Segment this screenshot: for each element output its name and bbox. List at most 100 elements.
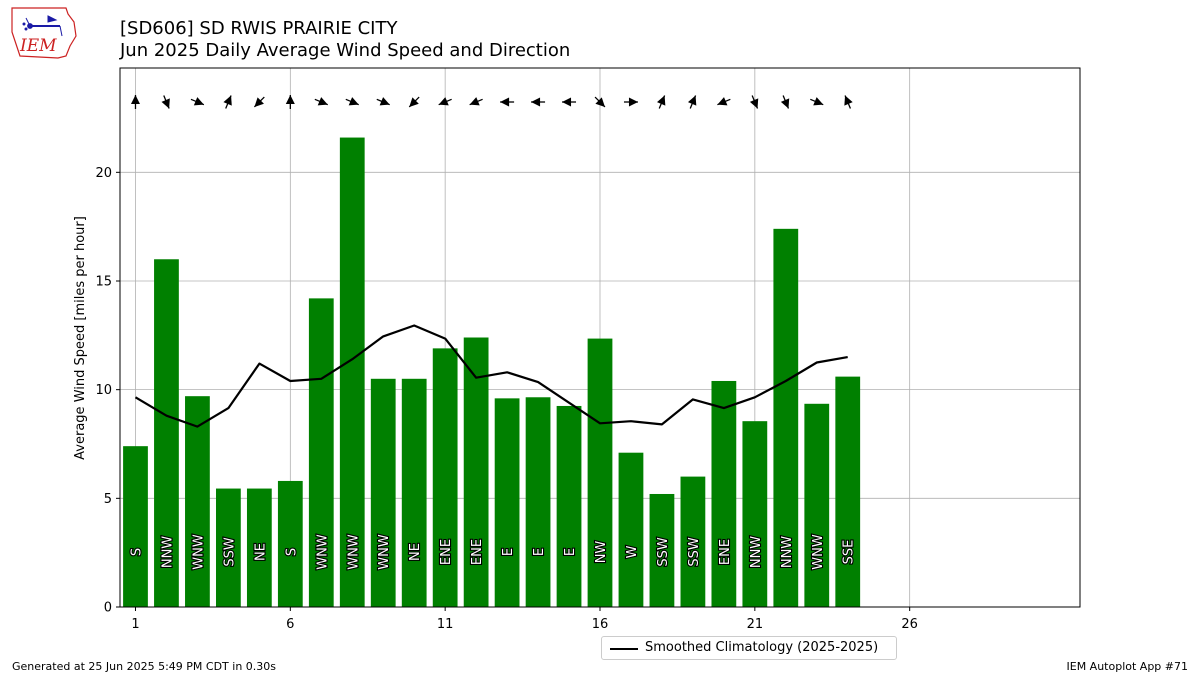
legend-label: Smoothed Climatology (2025-2025) <box>645 640 879 655</box>
y-tick-label: 5 <box>104 492 112 507</box>
chart-title: [SD606] SD RWIS PRAIRIE CITY <box>120 18 398 39</box>
arrow-head <box>285 95 295 104</box>
wind-direction-arrow <box>500 97 515 107</box>
wind-speed-bar <box>742 421 768 607</box>
wind-direction-arrow <box>469 97 483 106</box>
wind-direction-arrow <box>345 97 359 106</box>
arrow-head <box>409 97 419 107</box>
arrow-head <box>813 97 824 106</box>
wind-speed-bar <box>246 488 272 607</box>
logo-weather-station-icon <box>22 15 63 37</box>
wind-speed-bar <box>711 380 737 607</box>
direction-label: SSE <box>842 540 857 565</box>
direction-label: WNW <box>191 534 206 570</box>
wind-direction-arrow <box>223 95 232 109</box>
wind-speed-bar <box>680 476 706 607</box>
direction-label: S <box>129 548 144 556</box>
direction-label: WNW <box>315 534 330 570</box>
x-tick-label: 1 <box>131 617 139 632</box>
x-tick-label: 26 <box>901 617 918 632</box>
wind-speed-bar <box>835 376 861 607</box>
direction-label: SSW <box>687 537 702 567</box>
arrow-head <box>595 97 605 107</box>
arrow-head <box>500 97 510 107</box>
wind-direction-arrow <box>285 95 295 109</box>
wind-speed-bar <box>525 397 551 607</box>
wind-speed-bar <box>649 493 675 607</box>
wind-speed-bar <box>494 398 520 607</box>
wind-direction-arrow <box>438 97 452 106</box>
wind-direction-arrow <box>376 97 390 106</box>
wind-speed-bar <box>308 298 334 607</box>
wind-speed-bar <box>370 378 396 607</box>
arrow-head <box>844 95 853 106</box>
legend: Smoothed Climatology (2025-2025) <box>601 636 897 660</box>
wind-direction-arrow <box>594 96 606 108</box>
arrow-head <box>348 97 359 106</box>
wind-speed-bar <box>587 338 613 607</box>
direction-label: WNW <box>346 534 361 570</box>
wind-direction-arrow <box>780 95 790 109</box>
x-tick-label: 21 <box>747 617 764 632</box>
direction-label: S <box>284 548 299 556</box>
wind-speed-bar <box>401 378 427 607</box>
direction-label: E <box>532 548 547 556</box>
wind-speed-bar <box>556 405 582 607</box>
climatology-line-layer <box>134 324 848 428</box>
arrow-head <box>438 97 449 106</box>
arrow-head <box>717 97 728 106</box>
direction-label: WNW <box>811 534 826 570</box>
wind-direction-arrow <box>687 95 697 109</box>
arrow-head <box>628 97 638 107</box>
direction-label: ENE <box>439 539 454 565</box>
wind-speed-bar <box>216 488 241 607</box>
wind-direction-arrow <box>657 95 666 109</box>
direction-label: E <box>501 548 516 556</box>
wind-direction-arrow <box>531 97 546 107</box>
direction-label: NW <box>594 541 609 564</box>
logo-state-outline-icon <box>11 7 77 59</box>
wind-speed-bar <box>154 259 179 607</box>
direction-label: NNW <box>780 536 795 568</box>
wind-direction-arrow <box>130 95 140 109</box>
wind-direction-arrow <box>190 97 205 106</box>
direction-label: NE <box>408 543 423 561</box>
logo-text: IEM <box>19 36 57 56</box>
chart-subtitle: Jun 2025 Daily Average Wind Speed and Di… <box>120 40 571 61</box>
arrow-head <box>469 97 480 106</box>
wind-direction-arrow <box>253 96 265 108</box>
arrow-head <box>161 98 170 109</box>
wind-direction-arrow <box>623 97 638 107</box>
footer-generated: Generated at 25 Jun 2025 5:49 PM CDT in … <box>12 660 277 673</box>
y-tick-label: 20 <box>95 166 112 181</box>
wind-speed-bar <box>432 348 458 607</box>
wind-speed-bar <box>185 396 210 607</box>
arrow-head <box>317 97 328 106</box>
direction-label: ENE <box>470 539 485 565</box>
y-tick-label: 0 <box>104 601 112 616</box>
direction-label: W <box>625 545 640 558</box>
y-axis-label: Average Wind Speed [miles per hour] <box>73 216 88 460</box>
x-tick-label: 11 <box>437 617 454 632</box>
y-tick-label: 10 <box>95 383 112 398</box>
arrow-head <box>193 97 204 106</box>
direction-label: SSW <box>222 537 237 567</box>
wind-direction-arrow <box>810 97 824 106</box>
wind-direction-arrow <box>717 97 731 106</box>
wind-direction-arrow <box>844 95 853 109</box>
direction-label: ENE <box>718 539 733 565</box>
wind-direction-arrow <box>161 95 170 109</box>
direction-label-layer: S NNW WNW SSW NE S WNW WNW WNW NE ENE ENE E E E NW W SSW S… <box>128 533 857 571</box>
wind-direction-arrow <box>749 95 759 109</box>
y-tick-label: 15 <box>95 274 112 289</box>
arrow-head <box>130 95 140 104</box>
arrow-head <box>223 95 232 106</box>
x-tick-label: 6 <box>286 617 294 632</box>
arrow-head <box>379 97 390 106</box>
direction-label: E <box>563 548 578 556</box>
wind-speed-bar <box>804 403 830 607</box>
wind-direction-arrow <box>314 97 329 106</box>
wind-direction-arrow <box>562 97 577 107</box>
